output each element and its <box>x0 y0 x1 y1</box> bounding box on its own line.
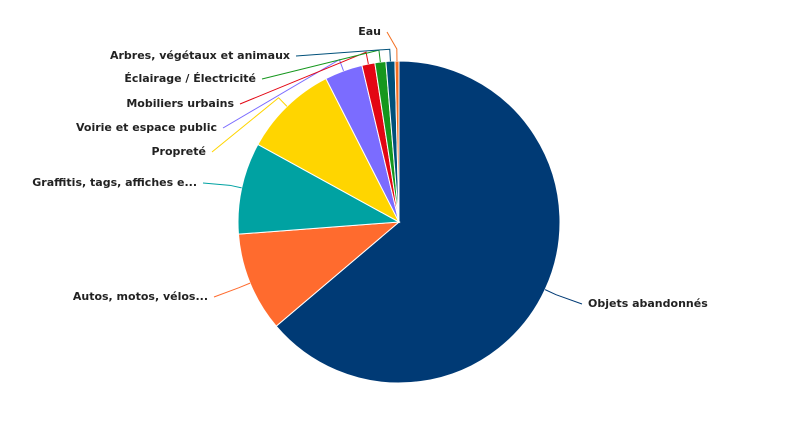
slice-label: Autos, motos, vélos... <box>73 290 208 303</box>
slice-label: Graffitis, tags, affiches e... <box>32 176 197 189</box>
connector <box>213 282 251 298</box>
slice-label: Arbres, végétaux et animaux <box>110 49 290 62</box>
slice-label: Objets abandonnés <box>588 297 708 310</box>
connector <box>211 97 288 153</box>
connector <box>544 289 583 305</box>
slice-label: Eau <box>358 25 381 38</box>
pie-slice <box>237 143 401 235</box>
slice-label: Mobiliers urbains <box>126 97 234 110</box>
slice-label: Éclairage / Électricité <box>124 72 256 85</box>
connector <box>295 48 391 62</box>
connector <box>386 31 398 62</box>
connector <box>202 182 242 189</box>
pie-slice <box>257 77 401 224</box>
slice-label: Propreté <box>151 145 206 158</box>
connector <box>239 51 369 105</box>
slice-label: Voirie et espace public <box>76 121 217 134</box>
